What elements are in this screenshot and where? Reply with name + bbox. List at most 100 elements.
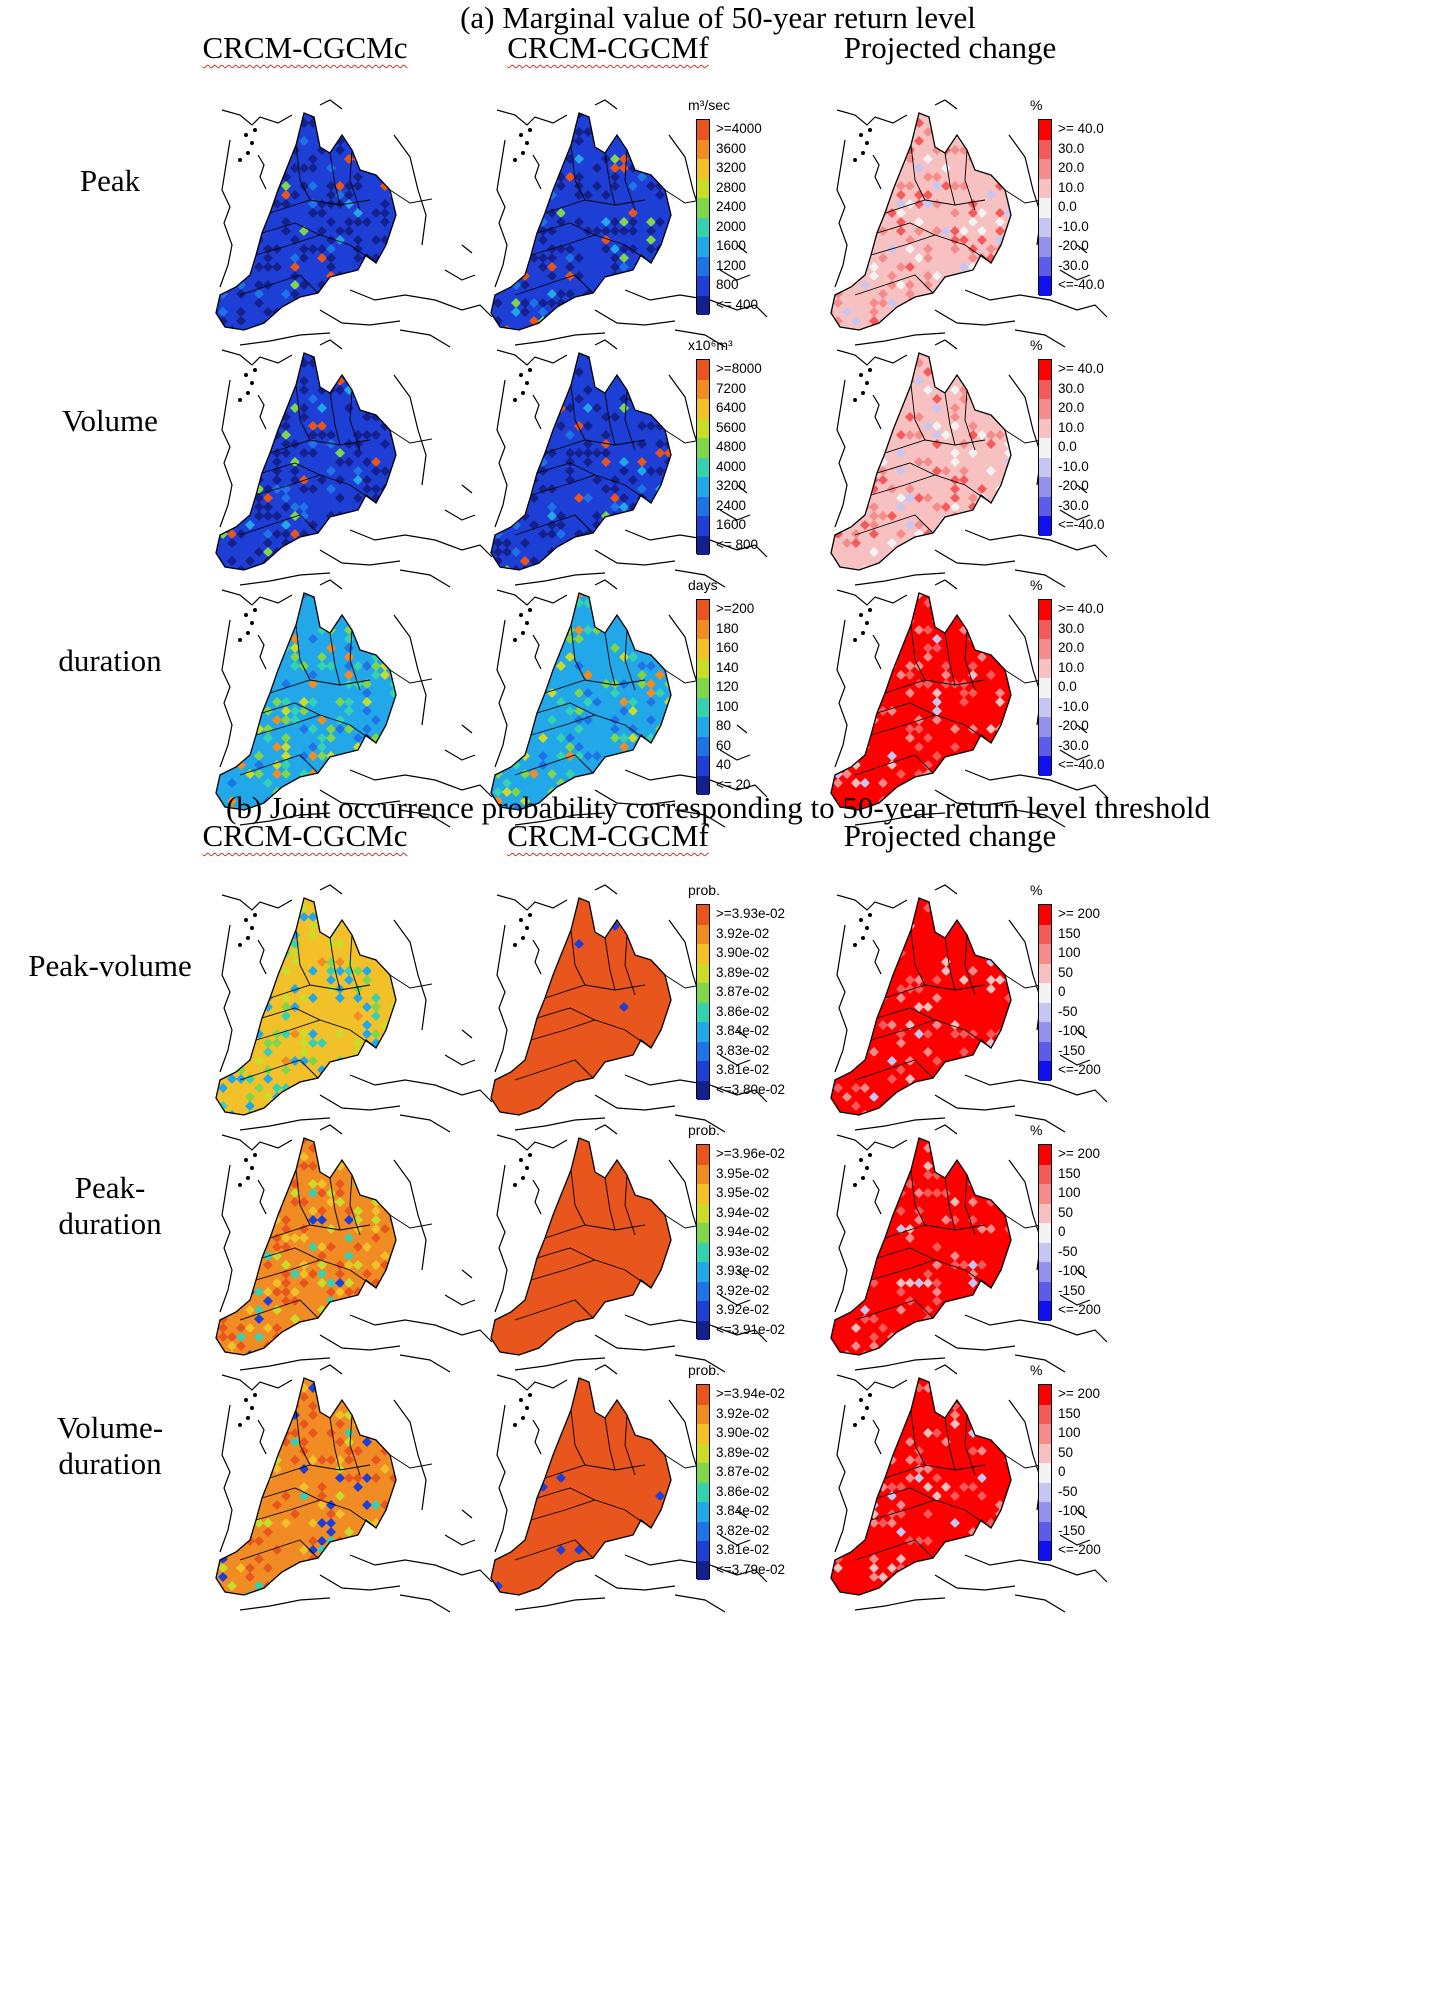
legend-tick-label: 3.81e-02 <box>716 1542 770 1557</box>
legend-tick-label: <= 400 <box>716 296 759 312</box>
legend-swatch <box>697 496 709 516</box>
legend-swatch <box>697 619 709 639</box>
legend-unit: % <box>1030 97 1043 113</box>
legend-tick-label: >= 200 <box>1058 906 1101 921</box>
legend-swatch <box>697 477 709 497</box>
column-header: CRCM-CGCMf <box>507 818 709 853</box>
legend-swatch <box>697 775 709 795</box>
legend-unit: m³/sec <box>688 97 730 113</box>
legend-tick-label: -20.0 <box>1058 478 1089 493</box>
legend-tick-label: 3.95e-02 <box>716 1165 770 1181</box>
legend-tick-label: 20.0 <box>1058 640 1085 655</box>
legend-swatch <box>697 1541 709 1561</box>
legend-tick-label: 150 <box>1058 1405 1081 1421</box>
basin-map <box>490 99 768 348</box>
legend-swatch <box>1039 1022 1051 1042</box>
legend-tick-label: >=3.96e-02 <box>716 1146 786 1161</box>
column-header: Projected change <box>843 818 1057 853</box>
map-panel <box>815 335 1115 595</box>
basin-map <box>215 1124 493 1373</box>
legend-colorbar <box>1038 904 1052 1081</box>
legend-swatch <box>1039 1242 1051 1262</box>
legend-tick-label: 20.0 <box>1058 400 1085 415</box>
legend-tick-label: -100 <box>1058 1503 1086 1518</box>
legend-swatch <box>697 1242 709 1262</box>
legend-swatch <box>697 438 709 458</box>
legend-tick-label: 0 <box>1058 1464 1066 1479</box>
legend-tick-label: 50 <box>1058 964 1074 980</box>
legend-swatch <box>1039 1145 1051 1165</box>
legend-tick-label: 0.0 <box>1058 439 1077 454</box>
legend-tick-label: -20.0 <box>1058 238 1089 253</box>
legend-tick-label: >= 200 <box>1058 1386 1101 1401</box>
legend-tick-label: 10.0 <box>1058 179 1085 195</box>
legend-swatch <box>697 600 709 620</box>
basin-map <box>830 1124 1108 1373</box>
legend-swatch <box>697 1443 709 1463</box>
legend-tick-label: <=-40.0 <box>1058 517 1105 532</box>
legend-tick-label: >=3.94e-02 <box>716 1386 786 1401</box>
legend-tick-label: <=-40.0 <box>1058 757 1105 772</box>
legend-swatch <box>697 237 709 257</box>
legend-swatch <box>697 963 709 983</box>
legend-tick-label: <= 20 <box>716 776 751 792</box>
legend-swatch <box>697 1041 709 1061</box>
legend-swatch <box>697 1002 709 1022</box>
legend-swatch <box>697 756 709 776</box>
legend-tick-label: 3.90e-02 <box>716 1425 770 1440</box>
map-panel <box>815 575 1115 835</box>
map-panel <box>200 1120 500 1380</box>
legend-tick-label: 3.93e-02 <box>716 1263 770 1278</box>
row-label: Volume <box>62 403 158 438</box>
map-panel <box>815 95 1115 355</box>
legend-tick-label: -50 <box>1058 1003 1078 1019</box>
legend-swatch <box>1039 1502 1051 1522</box>
legend-unit: % <box>1030 1362 1043 1378</box>
legend-swatch <box>1039 477 1051 497</box>
legend-tick-label: 3.84e-02 <box>716 1023 770 1038</box>
legend-tick-label: <=-200 <box>1058 1062 1101 1077</box>
legend-swatch <box>697 516 709 536</box>
legend-swatch <box>1039 379 1051 399</box>
map-panel <box>200 575 500 835</box>
legend-swatch <box>1039 159 1051 179</box>
legend-swatch <box>1039 399 1051 419</box>
legend-swatch <box>697 217 709 237</box>
legend-tick-label: >= 40.0 <box>1058 601 1104 616</box>
basin-map <box>490 884 768 1133</box>
legend-swatch <box>1039 1521 1051 1541</box>
legend-tick-label: 100 <box>716 698 739 714</box>
legend-swatch <box>1039 1301 1051 1321</box>
row-label: Peak- duration <box>58 1170 162 1241</box>
legend-tick-label: 800 <box>716 277 739 292</box>
legend-tick-label: -100 <box>1058 1263 1086 1278</box>
legend-tick-label: 0.0 <box>1058 679 1077 694</box>
legend-swatch <box>1039 1041 1051 1061</box>
legend-tick-label: >= 40.0 <box>1058 121 1104 136</box>
legend-swatch <box>1039 139 1051 159</box>
legend-swatch <box>697 924 709 944</box>
map-panel <box>475 335 775 595</box>
legend-colorbar <box>696 119 710 315</box>
legend-swatch <box>1039 1424 1051 1444</box>
legend-swatch <box>697 1385 709 1405</box>
legend-tick-label: 100 <box>1058 1425 1081 1440</box>
legend-swatch <box>697 983 709 1003</box>
row-label: duration <box>58 643 162 678</box>
basin-map <box>215 1364 493 1613</box>
legend-tick-label: -30.0 <box>1058 737 1089 753</box>
legend-colorbar <box>1038 119 1052 296</box>
legend-unit: prob. <box>688 1362 720 1378</box>
legend-tick-label: 3600 <box>716 140 747 156</box>
map-panel <box>815 880 1115 1140</box>
legend-tick-label: 3.89e-02 <box>716 1444 770 1460</box>
legend-tick-label: <= 800 <box>716 536 759 552</box>
legend-tick-label: 3.86e-02 <box>716 1483 770 1499</box>
legend-swatch <box>697 1184 709 1204</box>
legend-swatch <box>697 1301 709 1321</box>
legend-tick-label: -10.0 <box>1058 218 1089 234</box>
legend-tick-label: 100 <box>1058 945 1081 960</box>
basin-map <box>215 884 493 1133</box>
basin-map <box>830 339 1108 588</box>
legend-swatch <box>697 1463 709 1483</box>
